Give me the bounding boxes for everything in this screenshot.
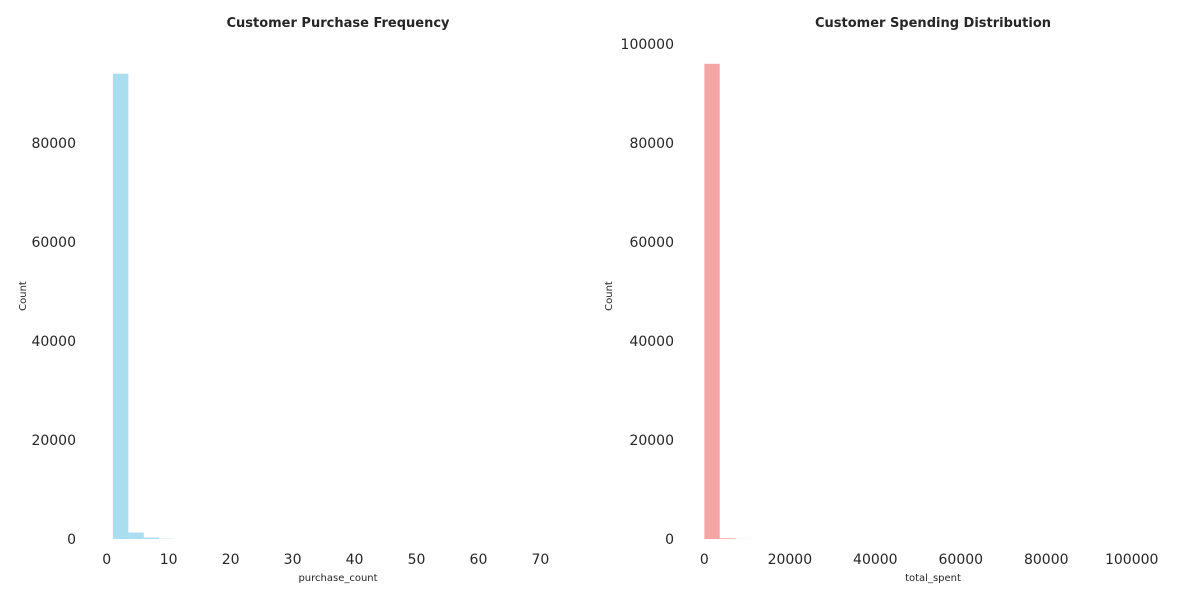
x-tick-label: 100000 <box>1105 552 1158 568</box>
x-tick-label: 40 <box>346 552 364 568</box>
y-tick-label: 80000 <box>629 136 674 152</box>
x-tick-label: 60000 <box>939 552 984 568</box>
x-tick-label: 70 <box>532 552 550 568</box>
histogram-bars <box>704 63 751 540</box>
histogram-bar <box>719 538 736 539</box>
y-tick-label: 40000 <box>31 334 76 350</box>
y-tick-label: 60000 <box>629 235 674 251</box>
y-tick-label: 20000 <box>629 433 674 449</box>
x-axis-label: total_spent <box>905 573 961 584</box>
x-tick-label: 50 <box>408 552 426 568</box>
x-axis-ticks: 0 10 20 30 40 50 60 70 <box>102 552 549 568</box>
spending-distribution-panel: Customer Spending Distribution total_spe… <box>604 16 1158 584</box>
x-tick-label: 0 <box>700 552 709 568</box>
x-tick-label: 20 <box>222 552 240 568</box>
x-axis-ticks: 0 20000 40000 60000 80000 100000 <box>700 552 1159 568</box>
x-tick-label: 10 <box>160 552 178 568</box>
y-axis-ticks: 0 20000 40000 60000 80000 <box>31 136 76 548</box>
x-tick-label: 30 <box>284 552 302 568</box>
chart-title: Customer Spending Distribution <box>815 16 1051 31</box>
x-tick-label: 60 <box>470 552 488 568</box>
x-tick-label: 80000 <box>1024 552 1069 568</box>
y-tick-label: 80000 <box>31 136 76 152</box>
purchase-frequency-panel: Customer Purchase Frequency purchase_cou… <box>18 16 549 584</box>
y-tick-label: 40000 <box>629 334 674 350</box>
chart-title: Customer Purchase Frequency <box>226 16 450 31</box>
y-tick-label: 0 <box>665 532 674 548</box>
histogram-bar <box>112 73 129 539</box>
x-tick-label: 40000 <box>853 552 898 568</box>
y-tick-label: 20000 <box>31 433 76 449</box>
y-tick-label: 100000 <box>621 37 674 53</box>
histogram-bars <box>112 73 175 539</box>
histogram-bar <box>143 537 160 539</box>
x-tick-label: 0 <box>102 552 111 568</box>
x-tick-label: 20000 <box>768 552 813 568</box>
y-axis-ticks: 0 20000 40000 60000 80000 100000 <box>621 37 674 548</box>
histogram-bar <box>128 532 144 539</box>
y-tick-label: 60000 <box>31 235 76 251</box>
y-axis-label: Count <box>18 281 29 311</box>
y-tick-label: 0 <box>67 532 76 548</box>
histogram-bar <box>704 63 720 540</box>
y-axis-label: Count <box>604 281 615 311</box>
x-axis-label: purchase_count <box>298 573 377 584</box>
